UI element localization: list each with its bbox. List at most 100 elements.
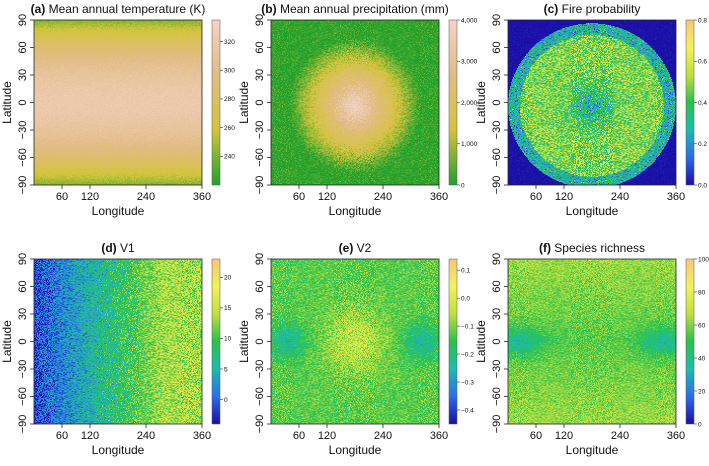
panel-f-colorbar-label: 20	[698, 388, 706, 395]
panel-c-ytick-label: 0	[491, 99, 503, 105]
panel-f-xtick-label: 360	[667, 430, 685, 442]
panel-c-ytick-label: 60	[491, 41, 503, 53]
panel-d-xtick-label: 60	[56, 430, 68, 442]
panel-c-ytick-label: 90	[491, 14, 503, 26]
panel-e-ytick-label: −30	[254, 360, 266, 379]
panel-c-ytick-label: −30	[491, 121, 503, 140]
panel-c-ylabel: Latitude	[474, 81, 488, 124]
panel-b-ytick-label: 30	[254, 69, 266, 81]
panel-f-ytick-label: 60	[491, 280, 503, 292]
panel-f-colorbar	[686, 259, 694, 424]
panel-a-xtick-label: 360	[193, 191, 211, 203]
panel-a-title: (a) Mean annual temperature (K)	[31, 2, 206, 16]
panel-b-ytick-label: −30	[254, 121, 266, 140]
panel-c-colorbar-label: 0.8	[698, 17, 707, 24]
panel-b-name: Mean annual precipitation (mm)	[277, 2, 449, 16]
panel-b-letter: (b)	[261, 2, 276, 16]
panel-d-xtick-label: 120	[81, 430, 99, 442]
panel-a-ytick-label: −60	[17, 148, 29, 167]
panel-f-heatmap	[508, 259, 676, 424]
panel-e-heatmap	[271, 259, 439, 424]
panel-f-ylabel: Latitude	[474, 320, 488, 363]
panel-d-xtick-label: 240	[137, 430, 155, 442]
panel-a-colorbar-label: 320	[224, 39, 235, 46]
panel-a-colorbar	[212, 20, 220, 185]
panel-e-xtick-label: 360	[430, 430, 448, 442]
panel-f-colorbar-label: 80	[698, 289, 706, 296]
panel-f-ytick-label: −30	[491, 360, 503, 379]
panel-a-ytick-label: 60	[17, 41, 29, 53]
panel-e-xtick-label: 240	[374, 430, 392, 442]
panel-b: (b) Mean annual precipitation (mm) 60 120 2…	[237, 2, 478, 218]
panel-a-colorbar-label: 300	[224, 68, 235, 75]
panel-d-ytick-label: 30	[17, 308, 29, 320]
panel-f-colorbar-frame	[685, 258, 695, 425]
panel-e-ylabel: Latitude	[237, 320, 251, 363]
panel-c-xlabel: Longitude	[566, 204, 619, 218]
panel-b-colorbar-label: 1,000	[461, 141, 478, 148]
panel-f-colorbar-label: 0	[698, 421, 702, 428]
panel-f-xlabel: Longitude	[566, 443, 619, 457]
panel-e-xtick-label: 60	[293, 430, 305, 442]
panel-d-title: (d) V1	[101, 241, 135, 255]
panel-f-ytick-label: 90	[491, 253, 503, 265]
panel-d-xlabel: Longitude	[92, 443, 145, 457]
panel-a-xtick-label: 60	[56, 191, 68, 203]
panel-b-ylabel: Latitude	[237, 81, 251, 124]
panel-a-ytick-label: 0	[17, 99, 29, 105]
panel-f-ytick-label: −90	[491, 415, 503, 434]
panel-b-colorbar	[449, 20, 457, 185]
panel-e-colorbar-label: −0.3	[461, 379, 474, 386]
panel-a-colorbar-label: 260	[224, 125, 235, 132]
panel-c-ytick-label: −60	[491, 148, 503, 167]
panel-d-colorbar-label: 0	[224, 397, 228, 404]
panel-d-colorbar-frame	[211, 258, 221, 425]
panel-f-colorbar-label: 100	[698, 256, 709, 263]
panel-d-ytick-label: 0	[17, 338, 29, 344]
panel-a: (a) Mean annual temperature (K) 60 120 240 3…	[0, 2, 235, 218]
panel-a-name: Mean annual temperature (K)	[45, 2, 205, 16]
panel-d: (d) V1 60 120 240 360 Longitude −90 −60 −30 0 30 60…	[0, 241, 232, 457]
panel-c-colorbar-label: 0.4	[698, 100, 707, 107]
panel-a-xtick-label: 240	[137, 191, 155, 203]
panel-d-name: V1	[117, 241, 135, 255]
panel-a-ytick-label: 90	[17, 14, 29, 26]
panel-f-ytick-label: 0	[491, 338, 503, 344]
panel-e-ytick-label: 90	[254, 253, 266, 265]
panel-d-ytick-label: −60	[17, 387, 29, 406]
panel-a-ylabel: Latitude	[0, 81, 14, 124]
panel-d-colorbar-label: 20	[224, 275, 232, 282]
panel-c-xtick-label: 360	[667, 191, 685, 203]
panel-b-heatmap	[271, 20, 439, 185]
panel-b-colorbar-label: 0	[461, 182, 465, 189]
panel-e-colorbar-frame	[448, 258, 458, 425]
panel-c-colorbar	[686, 20, 694, 185]
panel-e-ytick-label: −60	[254, 387, 266, 406]
panel-b-ytick-label: −60	[254, 148, 266, 167]
panel-c-name: Fire probability	[558, 2, 640, 16]
panel-c-colorbar-label: 0.0	[698, 182, 707, 189]
panel-c-xtick-label: 120	[555, 191, 573, 203]
panel-a-heatmap	[34, 20, 202, 185]
panel-e-colorbar-label: 0.0	[461, 295, 470, 302]
panel-f-colorbar-label: 40	[698, 355, 706, 362]
panel-b-colorbar-label: 3,000	[461, 59, 478, 66]
panel-e: (e) V2 60 120 240 360 Longitude −90 −60 −30 0 30 60…	[237, 241, 474, 457]
panel-e-xtick-label: 120	[318, 430, 336, 442]
panel-c-ytick-label: −90	[491, 176, 503, 195]
panel-f-ytick-label: 30	[491, 308, 503, 320]
panel-e-colorbar	[449, 259, 457, 424]
panel-e-letter: (e)	[339, 241, 354, 255]
panel-d-colorbar	[212, 259, 220, 424]
panel-d-ylabel: Latitude	[0, 320, 14, 363]
panel-e-xlabel: Longitude	[329, 443, 382, 457]
panel-e-title: (e) V2	[339, 241, 372, 255]
panel-e-colorbar-label: −0.4	[461, 407, 474, 414]
panel-e-ytick-label: −90	[254, 415, 266, 434]
panel-b-ytick-label: 60	[254, 41, 266, 53]
panel-c-colorbar-label: 0.6	[698, 59, 707, 66]
panel-e-ytick-label: 60	[254, 280, 266, 292]
panel-c-heatmap	[508, 20, 676, 185]
panel-e-colorbar-label: −0.1	[461, 323, 474, 330]
